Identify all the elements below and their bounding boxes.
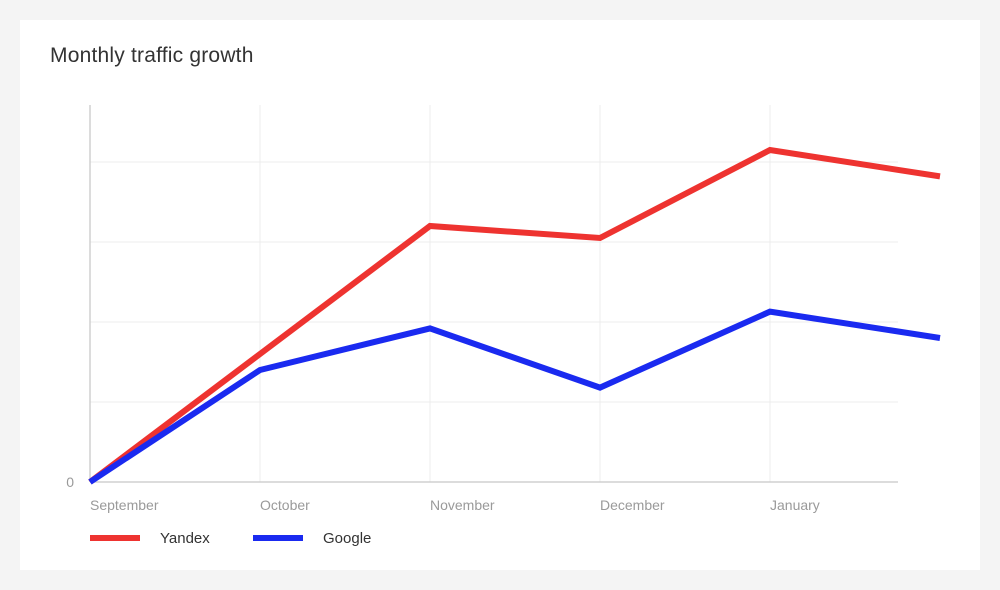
line-chart: 0 September October November December January… — [66, 105, 941, 547]
series-line-yandex — [88, 146, 941, 485]
chart-title: Monthly traffic growth — [50, 44, 254, 67]
x-tick-label: December — [600, 497, 665, 513]
legend-label-google: Google — [323, 530, 371, 547]
series-line-google — [88, 308, 941, 485]
label-layer: 0 September October November December January — [66, 474, 820, 513]
legend-label-yandex: Yandex — [160, 530, 210, 547]
legend-layer: Yandex Google — [90, 530, 371, 547]
y-tick-label: 0 — [66, 474, 74, 490]
x-tick-label: September — [90, 497, 159, 513]
x-tick-label: January — [770, 497, 820, 513]
chart-card: Monthly traffic growth 0 September October… — [20, 20, 980, 570]
x-tick-label: October — [260, 497, 310, 513]
x-tick-label: November — [430, 497, 495, 513]
axis-layer — [89, 105, 898, 483]
series-layer — [88, 146, 941, 485]
grid-layer — [90, 105, 898, 482]
